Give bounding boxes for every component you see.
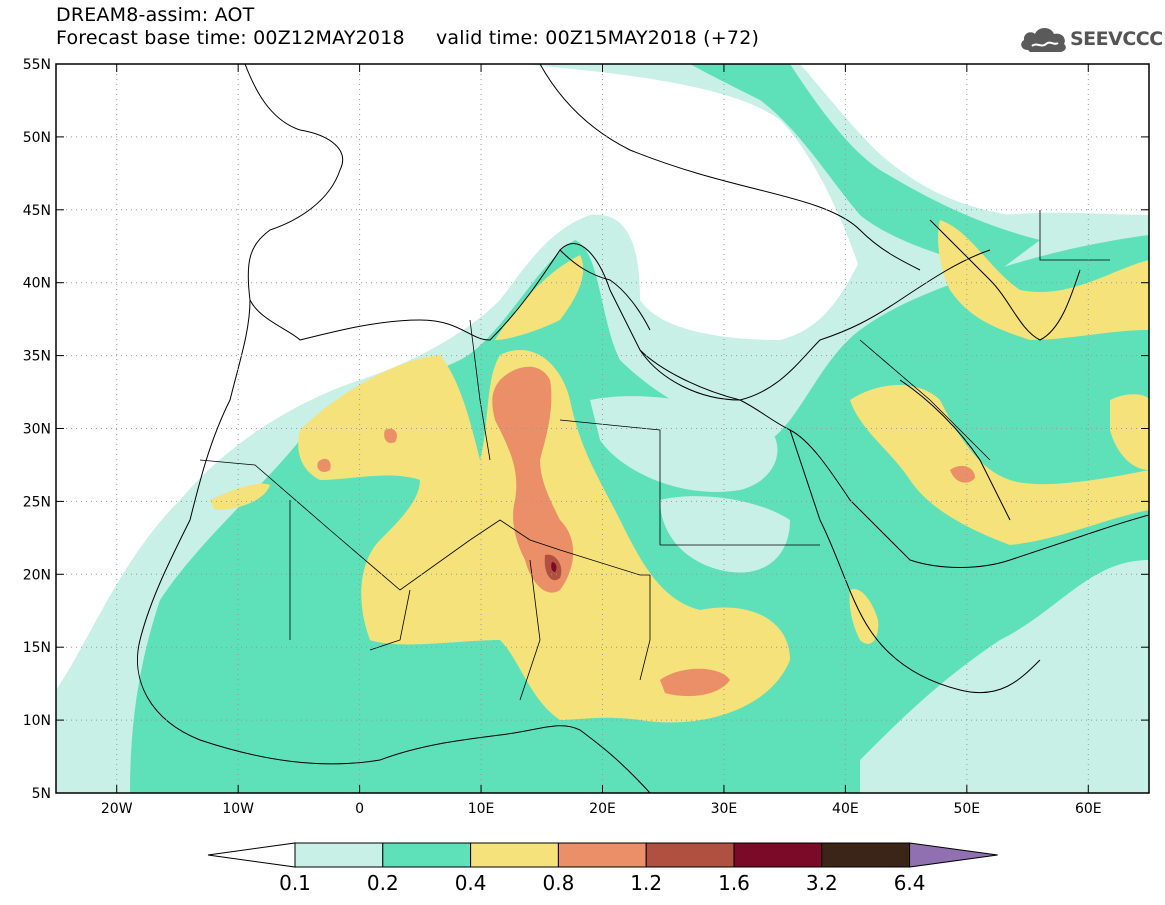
lat-tick-label: 15N xyxy=(23,640,51,656)
aot-level-0.8-chad xyxy=(660,668,730,697)
aot-level-0.4-libya xyxy=(495,255,584,340)
lat-tick-label: 40N xyxy=(23,276,51,292)
aot-level-0.4-east2 xyxy=(1110,394,1149,470)
aot-level-0.8-small2 xyxy=(384,428,397,444)
colorbar-label: 1.2 xyxy=(630,871,663,895)
colorbar-label: 3.2 xyxy=(805,871,838,895)
aot-level-0.4-caspian xyxy=(938,220,1149,340)
colorbar-label: 0.8 xyxy=(542,871,575,895)
colorbar-high-arrow xyxy=(909,842,998,868)
lat-tick-label: 50N xyxy=(23,130,51,146)
colorbar-swatch xyxy=(470,842,559,868)
aot-level-0.4-east xyxy=(850,385,1149,545)
lon-tick-label: 10W xyxy=(222,801,254,817)
colorbar-label: 0.1 xyxy=(279,871,311,895)
lat-tick-label: 55N xyxy=(23,57,51,73)
lat-tick-label: 45N xyxy=(23,203,51,219)
map-title: DREAM8-assim: AOT xyxy=(56,4,255,26)
lon-tick-label: 60E xyxy=(1075,801,1102,817)
forecast-times: Forecast base time: 00Z12MAY2018 valid t… xyxy=(56,27,760,49)
colorbar-swatch xyxy=(557,842,647,868)
lat-tick-label: 35N xyxy=(23,349,51,365)
colorbar-label: 1.6 xyxy=(718,871,750,895)
lon-tick-label: 20E xyxy=(589,801,616,817)
colorbar-label: 6.4 xyxy=(893,871,926,895)
lon-tick-label: 0 xyxy=(355,801,364,817)
lon-tick-label: 50E xyxy=(953,801,980,817)
colorbar-swatch xyxy=(294,842,384,868)
aot-level-0.8-small1 xyxy=(317,458,331,473)
colorbar-label: 0.4 xyxy=(454,871,487,895)
aot-level-0.2-north xyxy=(690,64,1040,270)
aot-gap-0.1 xyxy=(590,396,778,492)
aot-field xyxy=(56,64,1149,793)
colorbar-low-arrow xyxy=(207,842,296,868)
aot-level-0.8-kuwait xyxy=(950,465,975,483)
lon-axis: 20W 10W 0 10E 20E 30E 40E 50E 60E xyxy=(101,64,1102,817)
colorbar-swatch xyxy=(821,842,911,868)
logo-text: SEEVCCC xyxy=(1070,28,1163,50)
lat-tick-label: 20N xyxy=(23,567,51,583)
colorbar-label: 0.2 xyxy=(366,871,399,895)
lon-tick-label: 20W xyxy=(101,801,133,817)
aot-level-0.2 xyxy=(130,235,1149,793)
lat-axis: 55N 50N 45N 40N 35N 30N 25N 20N 15N 10N 5N xyxy=(23,57,1149,802)
aot-level-0.8 xyxy=(492,366,574,593)
map-grid xyxy=(56,64,1149,793)
seevccc-logo: SEEVCCC xyxy=(1018,22,1163,58)
lon-tick-label: 30E xyxy=(711,801,738,817)
lat-tick-label: 25N xyxy=(23,494,51,510)
aot-level-1.6 xyxy=(551,562,557,572)
colorbar-swatch xyxy=(733,842,823,868)
aot-level-0.4-wsahara xyxy=(210,483,270,510)
colorbar-swatch xyxy=(382,842,472,868)
cloud-icon xyxy=(1021,28,1066,52)
lon-tick-label: 40E xyxy=(832,801,859,817)
aot-gap-0.1-b xyxy=(660,496,790,573)
lat-tick-label: 10N xyxy=(23,713,51,729)
coastlines xyxy=(137,64,1149,793)
lat-tick-label: 5N xyxy=(32,786,51,802)
aot-level-0.4-red-sea xyxy=(849,589,879,644)
colorbar-swatch xyxy=(645,842,735,868)
lat-tick-label: 30N xyxy=(23,422,51,438)
colorbar xyxy=(207,842,998,868)
lon-tick-label: 10E xyxy=(468,801,495,817)
borders xyxy=(199,210,1110,701)
